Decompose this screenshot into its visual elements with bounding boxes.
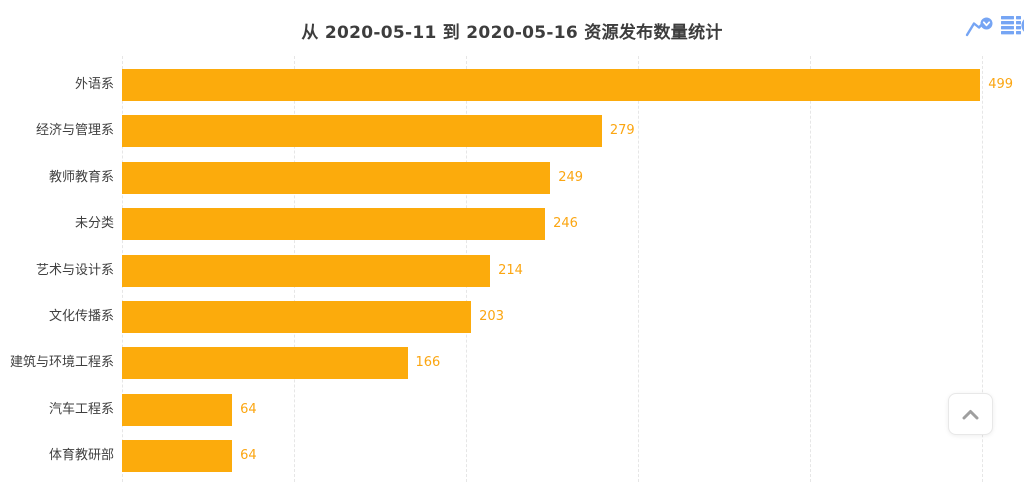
- value-label: 279: [609, 123, 635, 139]
- value-label: 166: [415, 355, 441, 371]
- category-label: 未分类: [74, 216, 114, 232]
- bar[interactable]: [122, 254, 491, 287]
- gridline: [982, 56, 983, 482]
- value-label: 64: [240, 401, 257, 417]
- bar[interactable]: [122, 208, 546, 241]
- value-label: 64: [240, 448, 257, 464]
- value-label: 249: [558, 169, 584, 185]
- bar[interactable]: [122, 347, 408, 380]
- category-label: 体育教研部: [48, 448, 114, 464]
- gridline: [810, 56, 811, 482]
- category-label: 建筑与环境工程系: [9, 355, 114, 371]
- chevron-up-icon: [962, 409, 979, 420]
- category-label: 汽车工程系: [48, 401, 114, 417]
- toolbox: [965, 14, 1024, 39]
- gridline: [638, 56, 639, 482]
- category-label: 外语系: [74, 77, 114, 92]
- bar[interactable]: [122, 69, 981, 101]
- category-label: 教师教育系: [48, 169, 114, 185]
- bar[interactable]: [122, 161, 551, 194]
- chart-title: 从 2020-05-11 到 2020-05-16 资源发布数量统计: [301, 23, 723, 43]
- value-label: 203: [479, 309, 504, 324]
- value-label: 214: [498, 262, 523, 278]
- category-label: 艺术与设计系: [35, 262, 114, 278]
- data-view-icon[interactable]: [1001, 14, 1024, 39]
- category-label: 经济与管理系: [35, 123, 114, 139]
- value-label: 246: [553, 216, 578, 232]
- bar[interactable]: [122, 301, 472, 333]
- back-to-top-button[interactable]: [948, 393, 993, 435]
- bar[interactable]: [122, 393, 233, 426]
- value-label: 499: [988, 77, 1014, 92]
- category-label: 文化传播系: [48, 309, 114, 324]
- bar[interactable]: [122, 115, 602, 148]
- data-zoom-icon[interactable]: [965, 14, 994, 39]
- bar[interactable]: [122, 440, 233, 473]
